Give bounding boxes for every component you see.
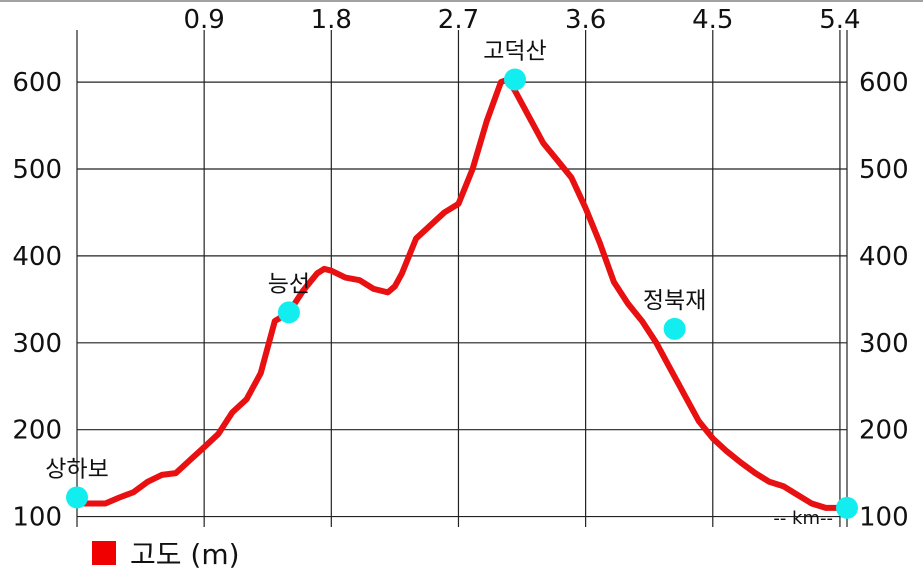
legend-label: 고도 (m)	[130, 538, 240, 571]
y-tick-label-left: 600	[12, 68, 62, 98]
elevation-series	[74, 76, 850, 511]
waypoint-marker	[277, 301, 300, 324]
waypoint-marker	[836, 496, 858, 519]
y-tick-label-left: 100	[12, 503, 62, 533]
axis-tick-labels: 100 100 200 200 300 300 400 400 500 500 600 600 0.9 1…	[12, 5, 908, 533]
elevation-line	[74, 76, 850, 511]
x-tick-label: 0.9	[183, 5, 224, 35]
y-tick-label-right: 600	[859, 68, 909, 98]
waypoint-label: 능선	[268, 271, 310, 297]
y-tick-label-left: 400	[12, 242, 62, 272]
y-tick-label-right: 200	[859, 416, 909, 446]
x-tick-label: 2.7	[438, 5, 479, 35]
y-tick-label-left: 500	[12, 155, 62, 185]
x-tick-label: 5.4	[819, 5, 860, 35]
waypoint-marker	[503, 68, 526, 91]
legend-swatch	[92, 541, 116, 565]
y-tick-label-right: 500	[859, 155, 909, 185]
y-tick-label-right: 100	[859, 503, 909, 533]
x-tick-label: 1.8	[311, 5, 352, 35]
waypoint-label: 고덕산	[483, 39, 546, 65]
waypoint-label: 정북재	[643, 288, 706, 314]
x-tick-label: 4.5	[692, 5, 733, 35]
waypoint-marker	[66, 486, 88, 509]
x-unit-label: -- km--	[773, 508, 833, 529]
y-tick-label-left: 300	[12, 329, 62, 359]
legend: 고도 (m)	[92, 535, 240, 571]
y-tick-label-left: 200	[12, 416, 62, 446]
waypoint-label: 상하보	[45, 456, 108, 482]
waypoint-marker	[663, 317, 686, 340]
grid-lines	[0, 0, 923, 527]
y-tick-label-right: 300	[859, 329, 909, 359]
y-tick-label-right: 400	[859, 242, 909, 272]
x-tick-label: 3.6	[565, 5, 606, 35]
